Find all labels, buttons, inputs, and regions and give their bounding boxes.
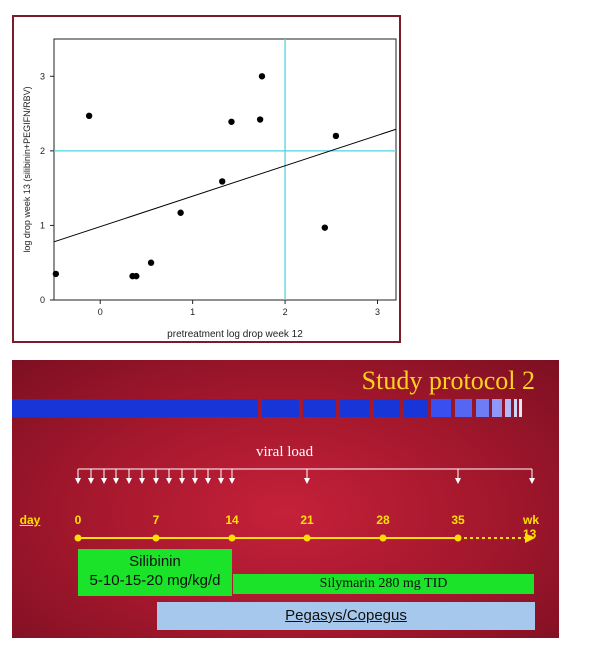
y-axis-label: log drop week 13 (silibinin+PEGIFN/RBV): [22, 86, 32, 252]
silymarin-box: Silymarin 280 mg TID: [233, 574, 534, 594]
viral-load-arrows: [75, 469, 535, 484]
timeline-dot: [74, 534, 82, 542]
data-point: [256, 116, 264, 123]
blue-bar-segment: [262, 399, 299, 417]
timeline-graphics: [74, 468, 535, 543]
regression-line: [53, 128, 397, 243]
data-point: [52, 270, 60, 278]
blue-bar-segment: [303, 399, 336, 417]
scatter-chart: 0 1 2 3 0 1 2 3 pretreatment log drop week 12 log…: [22, 38, 397, 340]
data-point: [332, 132, 340, 140]
scatter-chart-panel: 0 1 2 3 0 1 2 3 pretreatment log drop week 12 log…: [12, 15, 401, 343]
blue-bar-segment: [476, 399, 489, 417]
blue-bar-segment: [374, 399, 400, 417]
data-point: [321, 224, 329, 231]
timeline-dot: [152, 534, 160, 542]
blue-bar-segment: [431, 399, 451, 417]
day-tick-label: 21: [300, 513, 314, 527]
viral-load-arrow-head: [205, 478, 211, 484]
x-tick-label: 2: [283, 307, 288, 317]
blue-bar-solid: [12, 399, 258, 417]
data-point: [258, 73, 266, 80]
viral-load-arrow-head: [529, 478, 535, 484]
timeline-dot: [379, 534, 387, 542]
data-point: [147, 259, 155, 266]
blue-bar-segment: [404, 399, 427, 417]
week-label: wk 13: [523, 513, 540, 541]
day-tick-label: 28: [376, 513, 390, 527]
day-tick-label: 7: [152, 513, 160, 527]
day-tick-label: 35: [451, 513, 465, 527]
silibinin-box: Silibinin 5-10-15-20 mg/kg/d: [78, 549, 232, 596]
study-protocol-slide: Study protocol 2 viral load day 0 7 14 2…: [12, 360, 559, 638]
data-point: [228, 118, 235, 125]
viral-load-arrow-head: [139, 478, 145, 484]
y-tick-label: 0: [40, 295, 45, 305]
viral-load-arrow-head: [126, 478, 132, 484]
viral-load-arrow-head: [153, 478, 159, 484]
silymarin-label: Silymarin 280 mg TID: [319, 576, 448, 591]
viral-load-arrow-head: [166, 478, 172, 484]
pegasys-box: Pegasys/Copegus: [157, 602, 535, 630]
viral-load-arrow-head: [455, 478, 461, 484]
blue-bar-segment: [492, 399, 502, 417]
pegasys-label: Pegasys/Copegus: [285, 607, 407, 624]
blue-bar-segment: [519, 399, 522, 417]
blue-bar-segment: [455, 399, 472, 417]
timeline-dot: [303, 534, 311, 542]
y-tick-label: 2: [40, 146, 45, 156]
viral-load-arrow-head: [179, 478, 185, 484]
slide-title: Study protocol 2: [361, 366, 535, 395]
viral-load-label: viral load: [256, 444, 314, 460]
data-point: [177, 209, 184, 216]
blue-bar-segment: [505, 399, 511, 417]
day-tick-label: 0: [74, 513, 82, 527]
viral-load-arrow-head: [304, 478, 310, 484]
data-point: [133, 272, 140, 280]
timeline-dot: [228, 534, 236, 542]
day-tick-label: 14: [225, 513, 239, 527]
viral-load-arrow-head: [101, 478, 107, 484]
data-point: [85, 112, 93, 120]
viral-load-arrow-head: [113, 478, 119, 484]
viral-load-arrow-head: [88, 478, 94, 484]
x-tick-label: 0: [98, 307, 103, 317]
x-axis-label: pretreatment log drop week 12: [167, 329, 303, 340]
viral-load-arrow-head: [192, 478, 198, 484]
x-tick-label: 1: [190, 307, 195, 317]
viral-load-arrow-head: [229, 478, 235, 484]
viral-load-arrow-head: [218, 478, 224, 484]
data-point: [219, 178, 226, 185]
y-tick-label: 3: [40, 71, 45, 81]
timeline-dot: [454, 534, 462, 542]
timeline-dots: [74, 534, 462, 542]
blue-bar-segment: [340, 399, 370, 417]
x-tick-label: 3: [375, 307, 380, 317]
viral-load-arrow-head: [75, 478, 81, 484]
blue-bar-segment: [514, 399, 517, 417]
silibinin-dose-label: 5-10-15-20 mg/kg/d: [89, 572, 221, 589]
silibinin-label: Silibinin: [129, 553, 181, 570]
plot-area: [53, 38, 397, 301]
y-tick-label: 1: [40, 220, 45, 230]
day-label: day: [19, 513, 41, 527]
